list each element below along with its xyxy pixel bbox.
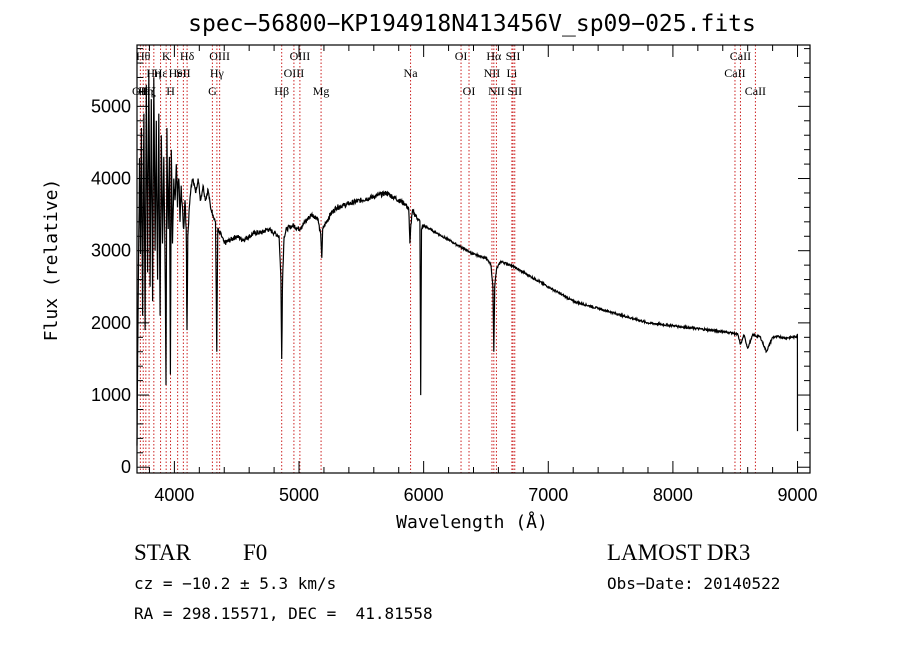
- line-label: SII: [506, 49, 521, 63]
- x-tick-label: 7000: [528, 485, 568, 505]
- line-label: Hθ: [136, 49, 151, 63]
- survey-name: LAMOST DR3: [607, 540, 751, 565]
- line-label: Hα: [486, 49, 502, 63]
- y-tick-label: 4000: [91, 169, 131, 189]
- line-label: G: [208, 84, 217, 98]
- y-tick-label: 1000: [91, 385, 131, 405]
- line-label: NII: [484, 66, 501, 80]
- line-label: OII: [132, 84, 149, 98]
- redshift-velocity: cz = −10.2 ± 5.3 km/s: [134, 574, 337, 593]
- x-tick-label: 5000: [279, 485, 319, 505]
- line-label: CaII: [724, 66, 745, 80]
- line-label: OIII: [284, 66, 305, 80]
- line-label: Li: [507, 66, 518, 80]
- line-label: OIII: [290, 49, 311, 63]
- y-tick-label: 0: [121, 457, 131, 477]
- line-label: SII: [507, 84, 522, 98]
- x-tick-label: 6000: [404, 485, 444, 505]
- line-label: Hε: [154, 66, 168, 80]
- x-tick-label: 9000: [778, 485, 818, 505]
- line-label: HeI: [169, 66, 187, 80]
- y-tick-label: 3000: [91, 241, 131, 261]
- line-label: OIII: [209, 49, 230, 63]
- line-label: Mg: [313, 84, 330, 98]
- chart-title: spec−56800−KP194918N413456V_sp09−025.fit…: [188, 11, 756, 37]
- line-label: Hγ: [210, 66, 225, 80]
- spectrum-line: [136, 70, 799, 446]
- x-tick-label: 8000: [653, 485, 693, 505]
- line-label: OI: [463, 84, 476, 98]
- y-tick-label: 5000: [91, 96, 131, 116]
- line-label: Na: [404, 66, 419, 80]
- line-label: NII: [488, 84, 505, 98]
- spectral-subclass: F0: [243, 540, 268, 565]
- coordinates: RA = 298.15571, DEC = 41.81558: [134, 604, 433, 623]
- line-label: Hη: [146, 66, 161, 80]
- y-axis-ticks: 0 1000 2000 3000 4000 5000: [91, 48, 810, 477]
- line-label: CaII: [730, 49, 751, 63]
- line-label: CaII: [745, 84, 766, 98]
- x-tick-label: 4000: [154, 485, 194, 505]
- line-label: H: [166, 84, 175, 98]
- observation-date: Obs−Date: 20140522: [607, 574, 781, 593]
- x-axis-ticks: 4000 5000 6000 7000 8000 9000: [148, 45, 818, 505]
- x-axis-label: Wavelength (Å): [396, 511, 548, 533]
- line-label: Hβ: [274, 84, 289, 98]
- line-label: K: [162, 49, 171, 63]
- plot-frame: [136, 44, 811, 474]
- y-axis-label: Flux (relative): [41, 179, 62, 342]
- line-label: OI: [455, 49, 468, 63]
- object-class: STAR: [134, 540, 191, 565]
- y-tick-label: 2000: [91, 313, 131, 333]
- line-label: Hδ: [180, 49, 195, 63]
- line-label: SII: [176, 66, 191, 80]
- emission-line-markers: [139, 45, 756, 473]
- emission-line-labels: OIIHθHηHζHηHεKHHeISIIHδGHγOIIIHβOIIIOIII…: [132, 49, 766, 98]
